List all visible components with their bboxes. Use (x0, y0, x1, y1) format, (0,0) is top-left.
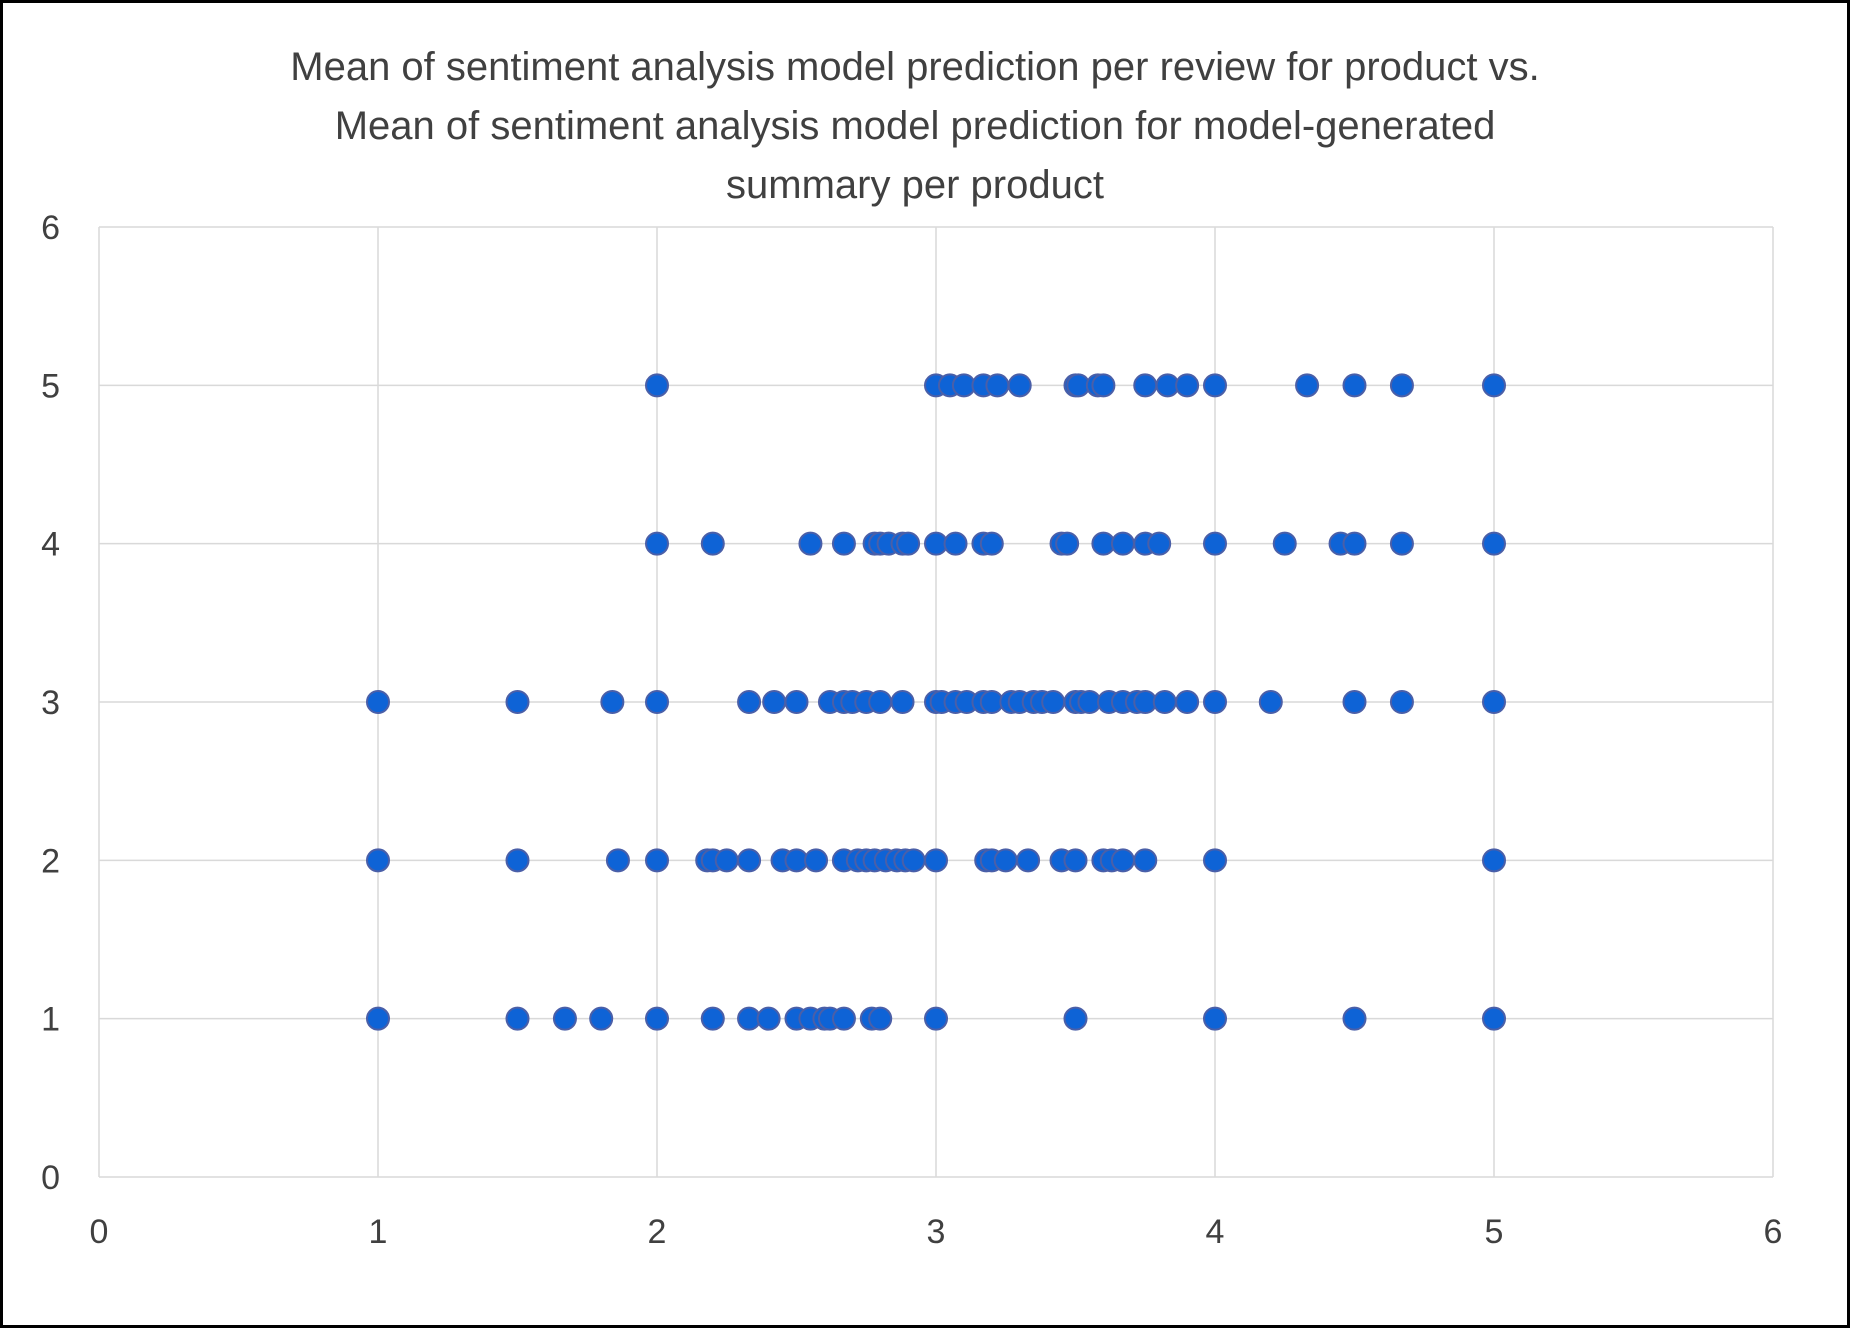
data-point (979, 531, 1004, 556)
chart-title-line-3: summary per product (726, 163, 1104, 207)
data-point (1389, 373, 1414, 398)
data-point (1041, 690, 1066, 714)
data-point (924, 848, 948, 873)
data-point (1258, 690, 1283, 714)
data-point (1482, 690, 1506, 714)
y-tick-label: 5 (41, 367, 60, 405)
data-point (1203, 1006, 1227, 1031)
data-point (1342, 690, 1367, 714)
data-point (1295, 373, 1320, 398)
data-point (1389, 690, 1414, 714)
y-tick-label: 0 (41, 1159, 60, 1197)
data-point (890, 690, 915, 714)
data-point (645, 848, 669, 873)
data-point (552, 1006, 577, 1031)
data-point (831, 531, 856, 556)
data-point (600, 690, 625, 714)
data-point (1110, 848, 1135, 873)
data-point (985, 373, 1010, 398)
chart-title: Mean of sentiment analysis model predict… (0, 38, 1830, 215)
data-point (1016, 848, 1041, 873)
data-point (1133, 373, 1158, 398)
x-tick-label: 0 (90, 1213, 109, 1251)
data-point (505, 690, 530, 714)
data-point (366, 1006, 390, 1031)
data-point (505, 1006, 530, 1031)
data-point (1342, 1006, 1367, 1031)
x-tick-label: 6 (1764, 1213, 1783, 1251)
data-point (1175, 690, 1200, 714)
data-point (901, 848, 926, 873)
x-tick-label: 3 (927, 1213, 946, 1251)
data-point (700, 531, 725, 556)
data-point (1203, 373, 1227, 398)
data-point (645, 531, 669, 556)
data-point (1175, 373, 1200, 398)
data-point (1482, 1006, 1506, 1031)
data-point (1342, 531, 1367, 556)
data-point (831, 1006, 856, 1031)
data-point (1110, 531, 1135, 556)
data-point (366, 848, 390, 873)
data-point (645, 373, 669, 398)
data-point (605, 848, 630, 873)
data-point (737, 690, 762, 714)
data-point (1342, 373, 1367, 398)
data-point (1133, 848, 1158, 873)
data-point (645, 690, 669, 714)
y-tick-label: 3 (41, 684, 60, 722)
data-point (589, 1006, 614, 1031)
data-point (943, 531, 968, 556)
data-point (896, 531, 921, 556)
y-tick-label: 4 (41, 526, 60, 564)
data-point (1147, 531, 1172, 556)
x-tick-label: 5 (1485, 1213, 1504, 1251)
data-point (737, 848, 762, 873)
data-point (1482, 373, 1506, 398)
tick-labels: 0 1 2 3 4 5 6 0 1 2 3 4 5 6 (41, 209, 1782, 1251)
data-point (1389, 531, 1414, 556)
x-tick-label: 1 (369, 1213, 388, 1251)
data-point (1203, 848, 1227, 873)
data-point (924, 1006, 948, 1031)
data-point (756, 1006, 781, 1031)
data-point (1091, 373, 1116, 398)
data-point (1272, 531, 1297, 556)
data-point (700, 1006, 725, 1031)
data-point (714, 848, 739, 873)
data-point (784, 690, 809, 714)
data-point (1152, 690, 1177, 714)
data-point (868, 1006, 893, 1031)
data-point (645, 1006, 669, 1031)
data-point (762, 690, 787, 714)
data-point (993, 848, 1018, 873)
y-tick-label: 2 (41, 842, 60, 880)
y-tick-label: 6 (41, 209, 60, 247)
data-point (798, 531, 823, 556)
chart-title-line-1: Mean of sentiment analysis model predict… (290, 45, 1540, 89)
data-point (366, 690, 390, 714)
data-point (1203, 531, 1227, 556)
data-point (1203, 690, 1227, 714)
data-point (1007, 373, 1032, 398)
data-point (868, 690, 893, 714)
data-points (366, 373, 1506, 1031)
data-point (804, 848, 829, 873)
y-tick-label: 1 (41, 1001, 60, 1039)
chart-title-line-2: Mean of sentiment analysis model predict… (334, 104, 1496, 148)
data-point (1055, 531, 1080, 556)
data-point (1063, 848, 1088, 873)
x-tick-label: 2 (648, 1213, 667, 1251)
data-point (1482, 848, 1506, 873)
data-point (1482, 531, 1506, 556)
x-tick-label: 4 (1206, 1213, 1225, 1251)
data-point (505, 848, 530, 873)
data-point (1063, 1006, 1088, 1031)
